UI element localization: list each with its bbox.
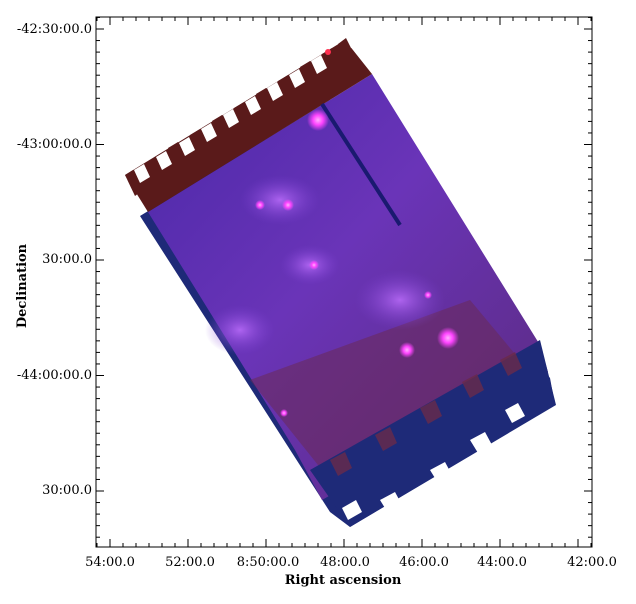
image-bottom-band [310, 340, 556, 527]
bright-source [399, 342, 415, 358]
y-tick-label: 30:00.0 [42, 483, 92, 498]
bright-source [309, 260, 319, 270]
bright-source [255, 200, 265, 210]
bright-source [282, 199, 294, 211]
y-tick-label: -42:30:00.0 [17, 22, 92, 37]
x-tick-label: 52:00.0 [165, 555, 215, 570]
x-tick-label: 54:00.0 [85, 555, 135, 570]
y-axis-title: Declination [15, 243, 30, 328]
image-seam [320, 102, 402, 227]
x-axis: 54:00.0 52:00.0 8:50:00.0 48:00.0 46:00.… [85, 555, 617, 588]
top-comb-teeth [125, 38, 356, 196]
bottom-red-tiles [330, 352, 522, 476]
x-tick-label: 48:00.0 [320, 555, 370, 570]
diffuse-emission [240, 175, 320, 225]
diffuse-emission [205, 305, 275, 355]
y-tick-label: 30:00.0 [42, 252, 92, 267]
bright-source [424, 291, 432, 299]
sky-image [125, 35, 556, 527]
bottom-comb-gaps [342, 403, 525, 520]
y-tick-label: -43:00:00.0 [17, 137, 92, 152]
x-tick-label: 8:50:00.0 [237, 555, 300, 570]
top-comb-gaps [134, 35, 356, 183]
x-tick-label: 46:00.0 [399, 555, 449, 570]
y-axis: -42:30:00.0 -43:00:00.0 30:00.0 -44:00:0… [15, 22, 92, 498]
x-tick-label: 44:00.0 [477, 555, 527, 570]
x-tick-label: 42:00.0 [567, 555, 617, 570]
bright-source [437, 327, 459, 349]
x-axis-title: Right ascension [285, 573, 402, 588]
bright-source [325, 49, 331, 55]
bright-source [280, 409, 288, 417]
diffuse-emission [355, 270, 445, 330]
bright-source [307, 109, 329, 131]
y-tick-label: -44:00:00.0 [17, 368, 92, 383]
axis-ticks [96, 16, 592, 547]
